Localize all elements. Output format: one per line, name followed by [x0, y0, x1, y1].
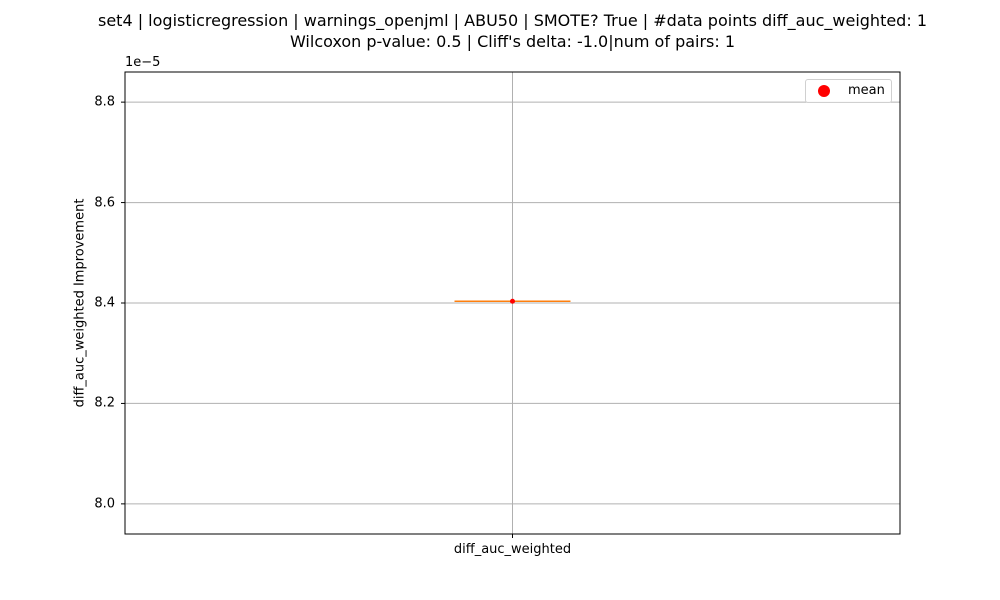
y-tick-label: 8.2 [94, 395, 115, 411]
mean-marker [510, 298, 515, 304]
tick-marks [121, 101, 513, 538]
y-tick-label: 8.0 [94, 496, 115, 512]
y-tick-label: 8.6 [94, 195, 115, 211]
y-tick-label: 8.8 [94, 94, 115, 110]
y-tick-label: 8.4 [94, 295, 115, 311]
legend: mean [805, 79, 892, 103]
legend-mean-label: mean [848, 83, 885, 98]
chart-subtitle: Wilcoxon p-value: 0.5 | Cliff's delta: -… [289, 32, 736, 51]
y-offset-label: 1e−5 [125, 55, 161, 70]
x-tick-label: diff_auc_weighted [453, 542, 572, 557]
legend-mean-marker [818, 85, 830, 97]
chart-title: set4 | logisticregression | warnings_ope… [97, 11, 927, 30]
box-plot [454, 298, 571, 304]
